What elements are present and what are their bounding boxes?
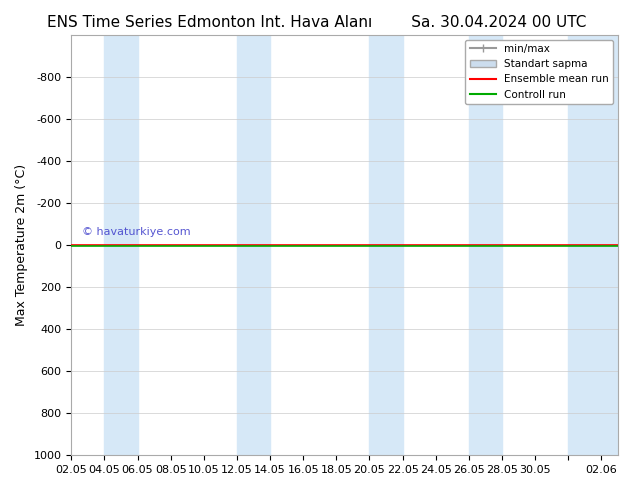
Bar: [237, 35, 270, 455]
Legend: min/max, Standart sapma, Ensemble mean run, Controll run: min/max, Standart sapma, Ensemble mean r…: [465, 40, 613, 104]
Text: © havaturkiye.com: © havaturkiye.com: [82, 227, 191, 237]
Text: ENS Time Series Edmonton Int. Hava Alanı        Sa. 30.04.2024 00 UTC: ENS Time Series Edmonton Int. Hava Alanı…: [48, 15, 586, 30]
Y-axis label: Max Temperature 2m (°C): Max Temperature 2m (°C): [15, 164, 28, 326]
Bar: [370, 35, 403, 455]
Bar: [105, 35, 138, 455]
Bar: [469, 35, 502, 455]
Bar: [568, 35, 618, 455]
